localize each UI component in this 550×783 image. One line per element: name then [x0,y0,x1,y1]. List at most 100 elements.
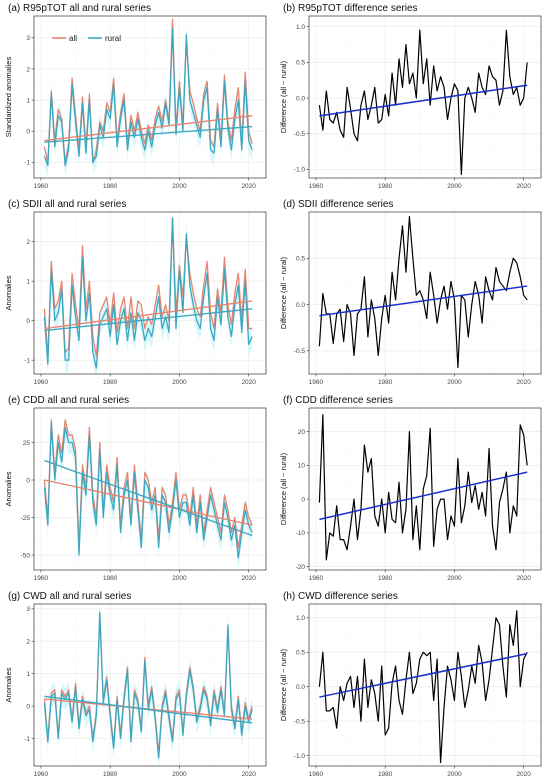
panel-r95ptot-difference: (b) R95pTOT difference series 1960 1980 200… [275,0,550,195]
y-tick-label: 0.0 [296,95,305,102]
series-line-difference [318,216,528,369]
y-axis-label: Anomalies [4,667,13,702]
series-line-difference [318,610,528,764]
x-tick-label: 2020 [516,183,531,190]
x-tick-label: 2020 [241,379,256,386]
plot-frame [308,15,542,179]
series-group [318,29,528,176]
x-tick-label: 1980 [378,575,393,582]
x-tick-label: 2000 [447,379,462,386]
trend-line-difference [319,84,528,117]
trend-line-all [44,114,253,142]
x-tick-label: 1980 [103,183,118,190]
y-tick-label: -0.5 [294,348,306,355]
trend-line-rural [44,308,253,332]
panel-title: (f) CDD difference series [283,395,393,406]
panel-sdii-series: (c) SDII all and rural series 1960 1980 200… [0,196,275,391]
plot-area [309,212,541,374]
plot-area [309,604,541,766]
panel-title: (a) R95pTOT all and rural series [8,3,151,14]
y-tick-label: 1 [26,97,30,104]
y-tick-label: -0.5 [294,718,306,725]
trend-line-rural [44,459,253,537]
chart-svg: (d) SDII difference series 1960 1980 2000 20… [279,199,542,386]
y-tick-label: 0.5 [296,650,305,657]
x-tick-label: 1960 [34,379,49,386]
y-tick-label: 0 [26,703,30,710]
series-group [318,414,528,561]
plot-frame [308,407,542,571]
y-tick-label: 0 [26,318,30,325]
panel-title: (b) R95pTOT difference series [283,3,418,14]
y-tick-label: -1 [24,736,30,743]
plot-frame [33,603,267,767]
y-tick-label: 2 [26,239,30,246]
plot-frame [33,15,267,179]
x-tick-label: 2020 [241,771,256,778]
panel-title: (c) SDII all and rural series [8,199,126,210]
chart-svg: (g) CWD all and rural series 1960 1980 2000… [4,591,267,778]
y-tick-label: 1.0 [296,615,305,622]
series-line-rural [43,27,253,167]
x-tick-label: 2020 [516,379,531,386]
panel-r95ptot-series: (a) R95pTOT all and rural series 1960 1980… [0,0,275,195]
x-tick-label: 2000 [172,771,187,778]
panel-title: (d) SDII difference series [283,199,393,210]
plot-frame [33,407,267,571]
plot-frame [308,603,542,767]
series-line-difference [318,29,528,176]
y-tick-label: 3 [26,35,30,42]
panel-title: (e) CDD all and rural series [8,395,129,406]
x-tick-label: 1960 [34,183,49,190]
trend-line-difference [319,285,528,317]
y-tick-label: -10 [296,530,306,537]
x-tick-label: 1960 [309,379,324,386]
chart-svg: (h) CWD difference series 1960 1980 2000 202… [279,591,542,778]
x-tick-label: 2000 [172,575,187,582]
x-tick-label: 2020 [516,575,531,582]
y-tick-label: 10 [298,463,306,470]
series-group [318,610,528,764]
y-tick-label: 0 [26,477,30,484]
series-group [43,411,253,570]
y-tick-label: 3 [26,606,30,613]
y-axis-label: Difference (all − rural) [279,452,288,525]
x-tick-label: 1980 [378,771,393,778]
y-tick-label: 0.5 [296,60,305,67]
legend-label-all: all [69,34,77,43]
x-tick-label: 2000 [447,575,462,582]
y-tick-label: -1 [24,357,30,364]
x-tick-label: 1960 [309,771,324,778]
panel-title: (g) CWD all and rural series [8,591,131,602]
x-tick-label: 2000 [172,183,187,190]
plot-area [309,408,541,570]
x-tick-label: 2000 [172,379,187,386]
y-tick-label: 20 [298,429,306,436]
y-axis-label: Difference (all − rural) [279,648,288,721]
x-tick-label: 1980 [103,575,118,582]
y-tick-label: 1 [26,278,30,285]
chart-svg: (a) R95pTOT all and rural series 1960 1980… [4,3,267,190]
x-tick-label: 1960 [34,575,49,582]
series-group [318,216,528,369]
y-axis-label: Anomalies [4,275,13,310]
x-tick-label: 1960 [34,771,49,778]
rural-band [44,604,253,766]
y-tick-label: -20 [296,564,306,571]
rural-band [44,212,253,374]
plot-frame [33,211,267,375]
series-line-rural [43,217,253,369]
y-tick-label: 1 [26,671,30,678]
series-group [43,17,253,177]
chart-svg: (b) R95pTOT difference series 1960 1980 200… [279,3,542,190]
trend-line-difference [319,652,528,698]
y-tick-label: -50 [21,552,31,559]
plot-area [309,16,541,178]
x-tick-label: 2020 [241,183,256,190]
y-tick-label: 0.5 [296,256,305,263]
y-axis-label: Standardized anomalies [4,57,13,138]
x-tick-label: 1960 [309,183,324,190]
x-tick-label: 1980 [103,771,118,778]
